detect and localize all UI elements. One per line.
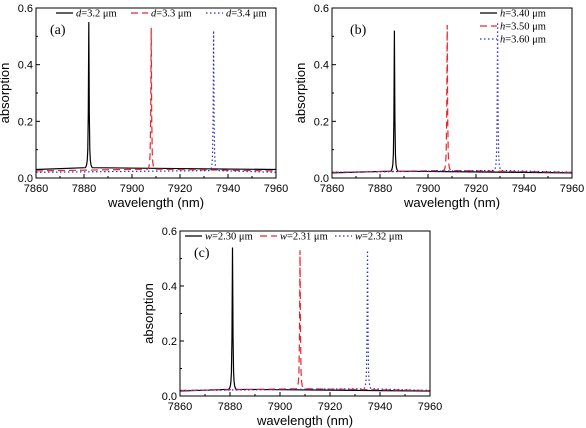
x-tick-label: 7920 xyxy=(168,183,192,195)
panel-label: (c) xyxy=(194,246,210,261)
legend-label-3: d=3.4 μm xyxy=(226,9,267,20)
y-tick-label: 0.0 xyxy=(162,391,177,403)
plot-frame xyxy=(35,7,277,179)
legend-label-1: d=3.2 μm xyxy=(76,9,117,20)
y-tick-label: 0.4 xyxy=(18,60,33,72)
plot-frame xyxy=(331,7,573,179)
x-tick-label: 7920 xyxy=(464,183,488,195)
legend-label-3: w=2.32 μm xyxy=(355,232,403,243)
y-axis-label: absorption xyxy=(293,63,308,124)
x-tick-label: 7880 xyxy=(72,183,96,195)
panel-label: (b) xyxy=(350,23,367,38)
y-tick-label: 0.2 xyxy=(18,116,33,128)
legend-label-3: h=3.60 μm xyxy=(500,35,546,46)
plot-frame xyxy=(179,230,431,397)
y-tick-label: 0.2 xyxy=(162,336,177,348)
x-axis-label: wavelength (nm) xyxy=(403,195,500,210)
y-tick-label: 0.6 xyxy=(162,226,177,238)
x-tick-label: 7900 xyxy=(416,183,440,195)
x-axis-label: wavelength (nm) xyxy=(107,195,204,210)
chart-panel-c: 7860 7880 7900 7920 7940 7960 0.0 0.2 0.4 0.6 wave… xyxy=(141,226,442,428)
x-tick-label: 7960 xyxy=(560,183,584,195)
x-tick-label: 7900 xyxy=(120,183,144,195)
y-tick-label: 0.2 xyxy=(314,116,329,128)
x-tick-label: 7940 xyxy=(216,183,240,195)
y-tick-label: 0.4 xyxy=(314,60,329,72)
y-tick-label: 0.6 xyxy=(314,3,329,15)
x-tick-label: 7880 xyxy=(218,401,242,413)
y-tick-label: 0.4 xyxy=(162,281,177,293)
x-tick-label: 7860 xyxy=(24,183,48,195)
legend: w=2.30 μm w=2.31 μm w=2.32 μm xyxy=(185,232,403,243)
chart-panel-b: 7860 7880 7900 7920 7940 7960 0.0 0.2 0.4 0.6 wave… xyxy=(293,3,584,210)
series-line-3 xyxy=(35,30,277,173)
legend-label-2: h=3.50 μm xyxy=(500,22,546,33)
legend-label-1: w=2.30 μm xyxy=(205,232,253,243)
y-tick-label: 0.6 xyxy=(18,3,33,15)
series-line-3 xyxy=(179,250,431,392)
legend-label-1: h=3.40 μm xyxy=(500,9,546,20)
x-tick-label: 7860 xyxy=(168,401,192,413)
x-axis-label: wavelength (nm) xyxy=(256,413,353,428)
x-tick-label: 7920 xyxy=(318,401,342,413)
series-line-2 xyxy=(331,24,573,173)
legend-label-2: d=3.3 μm xyxy=(151,9,192,20)
y-axis-label: absorption xyxy=(0,63,12,124)
legend: d=3.2 μm d=3.3 μm d=3.4 μm xyxy=(56,9,267,20)
legend-label-2: w=2.31 μm xyxy=(280,232,328,243)
legend: h=3.40 μm h=3.50 μm h=3.60 μm xyxy=(480,9,546,46)
chart-panel-a: 7860 7880 7900 7920 7940 7960 0.0 0.2 0.4 0.6 wave… xyxy=(0,3,288,210)
series-line-2 xyxy=(179,250,431,392)
series-line-2 xyxy=(35,27,277,172)
panel-label: (a) xyxy=(50,23,66,38)
x-tick-label: 7880 xyxy=(368,183,392,195)
x-tick-label: 7900 xyxy=(268,401,292,413)
series-line-1 xyxy=(179,247,431,392)
series-line-1 xyxy=(331,30,573,174)
y-axis-label: absorption xyxy=(141,283,156,344)
y-tick-label: 0.0 xyxy=(314,173,329,185)
x-tick-label: 7940 xyxy=(512,183,536,195)
x-tick-label: 7860 xyxy=(320,183,344,195)
x-tick-label: 7960 xyxy=(418,401,442,413)
series-line-1 xyxy=(35,22,277,171)
x-tick-label: 7940 xyxy=(368,401,392,413)
y-tick-label: 0.0 xyxy=(18,173,33,185)
x-tick-label: 7960 xyxy=(264,183,288,195)
